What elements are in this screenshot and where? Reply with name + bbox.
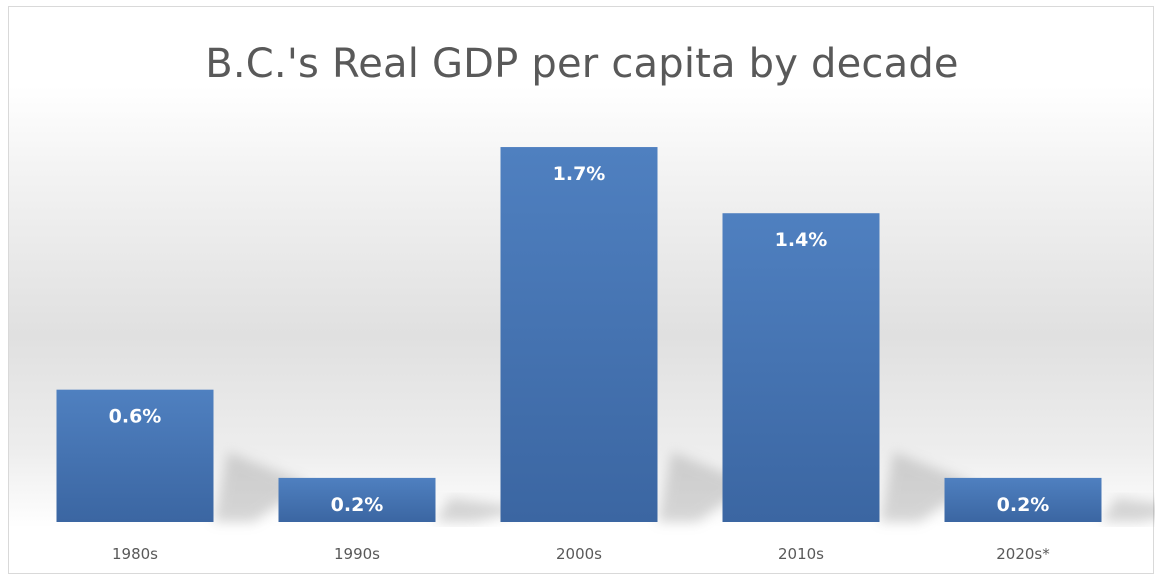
data-label: 1.4%: [775, 229, 828, 251]
bar-1990s: [278, 477, 436, 522]
x-tick-label: 2020s*: [996, 545, 1050, 563]
bar-2010s: [722, 213, 880, 522]
x-tick-label: 2010s: [778, 545, 824, 563]
bar-shadow: [435, 497, 531, 522]
data-label: 0.2%: [331, 494, 384, 516]
x-tick-label: 2000s: [556, 545, 602, 563]
x-tick-label: 1990s: [334, 545, 380, 563]
bar-2000s: [500, 147, 658, 523]
bar-shadow: [213, 452, 309, 522]
chart-frame: B.C.'s Real GDP per capita by decade 0.6…: [8, 6, 1155, 574]
data-label: 0.2%: [997, 494, 1050, 516]
bar-shadow: [657, 452, 753, 522]
bar-chart-plot: 0.6% 0.2% 1.7% 1.4% 0.2% 1980s 1990s 2000s 2010…: [56, 147, 1155, 563]
bar-shadow: [879, 452, 975, 522]
bar-1980s: [56, 389, 214, 522]
data-label: 0.6%: [109, 406, 162, 428]
chart-title: B.C.'s Real GDP per capita by decade: [205, 41, 959, 87]
x-tick-label: 1980s: [112, 545, 158, 563]
data-label: 1.7%: [553, 163, 606, 185]
bar-2020s*: [944, 477, 1102, 522]
bar-shadow: [1101, 497, 1155, 522]
